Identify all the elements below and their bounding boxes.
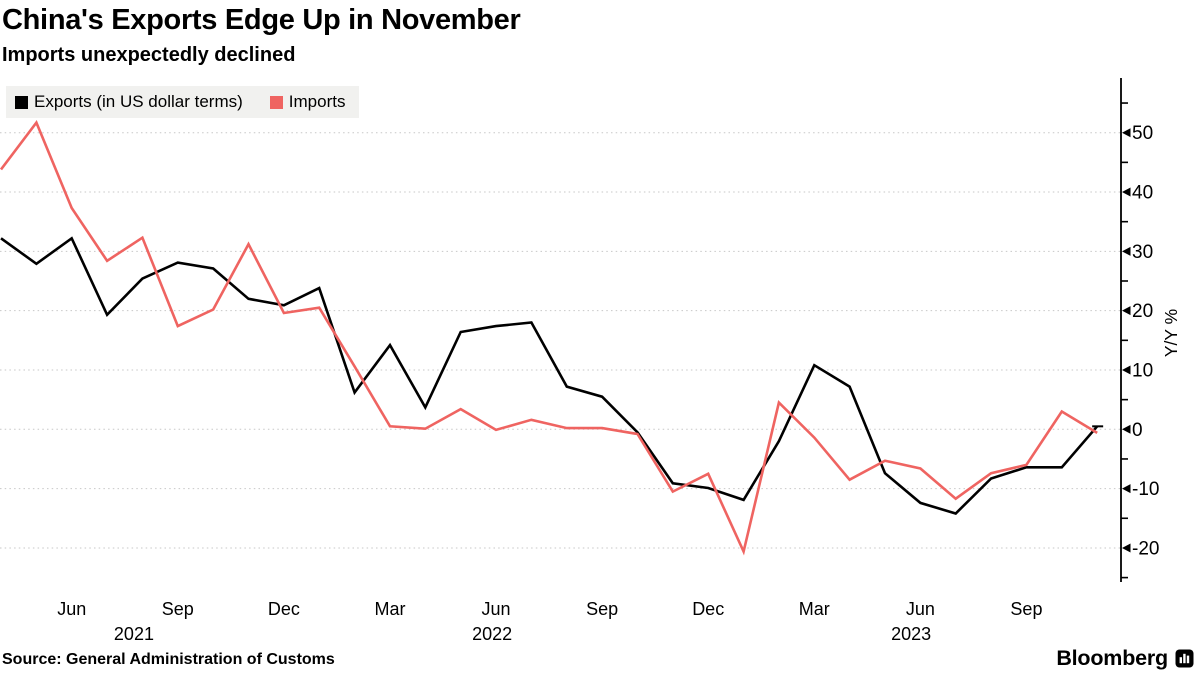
y-tick-label--10: -10 [1132,479,1159,500]
year-label-2021: 2021 [114,624,154,644]
y-tick-arrow--20 [1122,543,1131,553]
legend-item-exports: Exports (in US dollar terms) [15,92,243,112]
y-tick-arrow-40 [1122,187,1131,197]
y-axis-title: Y/Y % [1161,309,1181,357]
x-tick-label-2: Dec [268,599,300,619]
page-subtitle: Imports unexpectedly declined [2,44,296,66]
x-tick-label-7: Mar [799,599,830,619]
legend-label-exports: Exports (in US dollar terms) [34,92,243,111]
legend-item-imports: Imports [269,92,346,112]
y-tick-label--20: -20 [1132,538,1159,559]
x-tick-label-3: Mar [374,599,405,619]
y-tick-arrow-20 [1122,306,1131,316]
bloomberg-logo-text: Bloomberg [1056,646,1168,670]
y-tick-arrow--10 [1122,484,1131,494]
x-tick-label-4: Jun [482,599,511,619]
imports-swatch-icon [269,95,283,109]
x-tick-label-6: Dec [692,599,724,619]
source-note: Source: General Administration of Custom… [2,651,335,668]
x-tick-label-9: Sep [1010,599,1042,619]
x-tick-label-8: Jun [906,599,935,619]
exports-line [0,236,1099,515]
y-tick-arrow-0 [1122,424,1131,434]
bloomberg-logo: Bloomberg [1056,646,1194,671]
bloomberg-chart-icon [1175,649,1194,668]
legend-label-imports: Imports [288,92,346,111]
y-tick-label-10: 10 [1132,360,1153,381]
y-tick-label-30: 30 [1132,242,1153,263]
y-tick-label-20: 20 [1132,301,1153,322]
exports-swatch-icon [15,95,28,109]
y-tick-label-0: 0 [1132,420,1143,441]
year-label-2022: 2022 [472,624,512,644]
y-tick-arrow-10 [1122,365,1131,375]
y-tick-arrow-30 [1122,246,1131,256]
x-tick-label-1: Sep [162,599,194,619]
year-label-2023: 2023 [891,624,931,644]
x-tick-label-5: Sep [586,599,618,619]
y-tick-label-40: 40 [1132,183,1153,204]
chart-legend: Exports (in US dollar terms) Imports [6,86,360,118]
x-tick-label-0: Jun [57,599,86,619]
imports-line [0,120,1098,556]
page-title: China's Exports Edge Up in November [2,4,521,36]
y-tick-label-50: 50 [1132,123,1153,144]
y-tick-arrow-50 [1122,128,1131,138]
